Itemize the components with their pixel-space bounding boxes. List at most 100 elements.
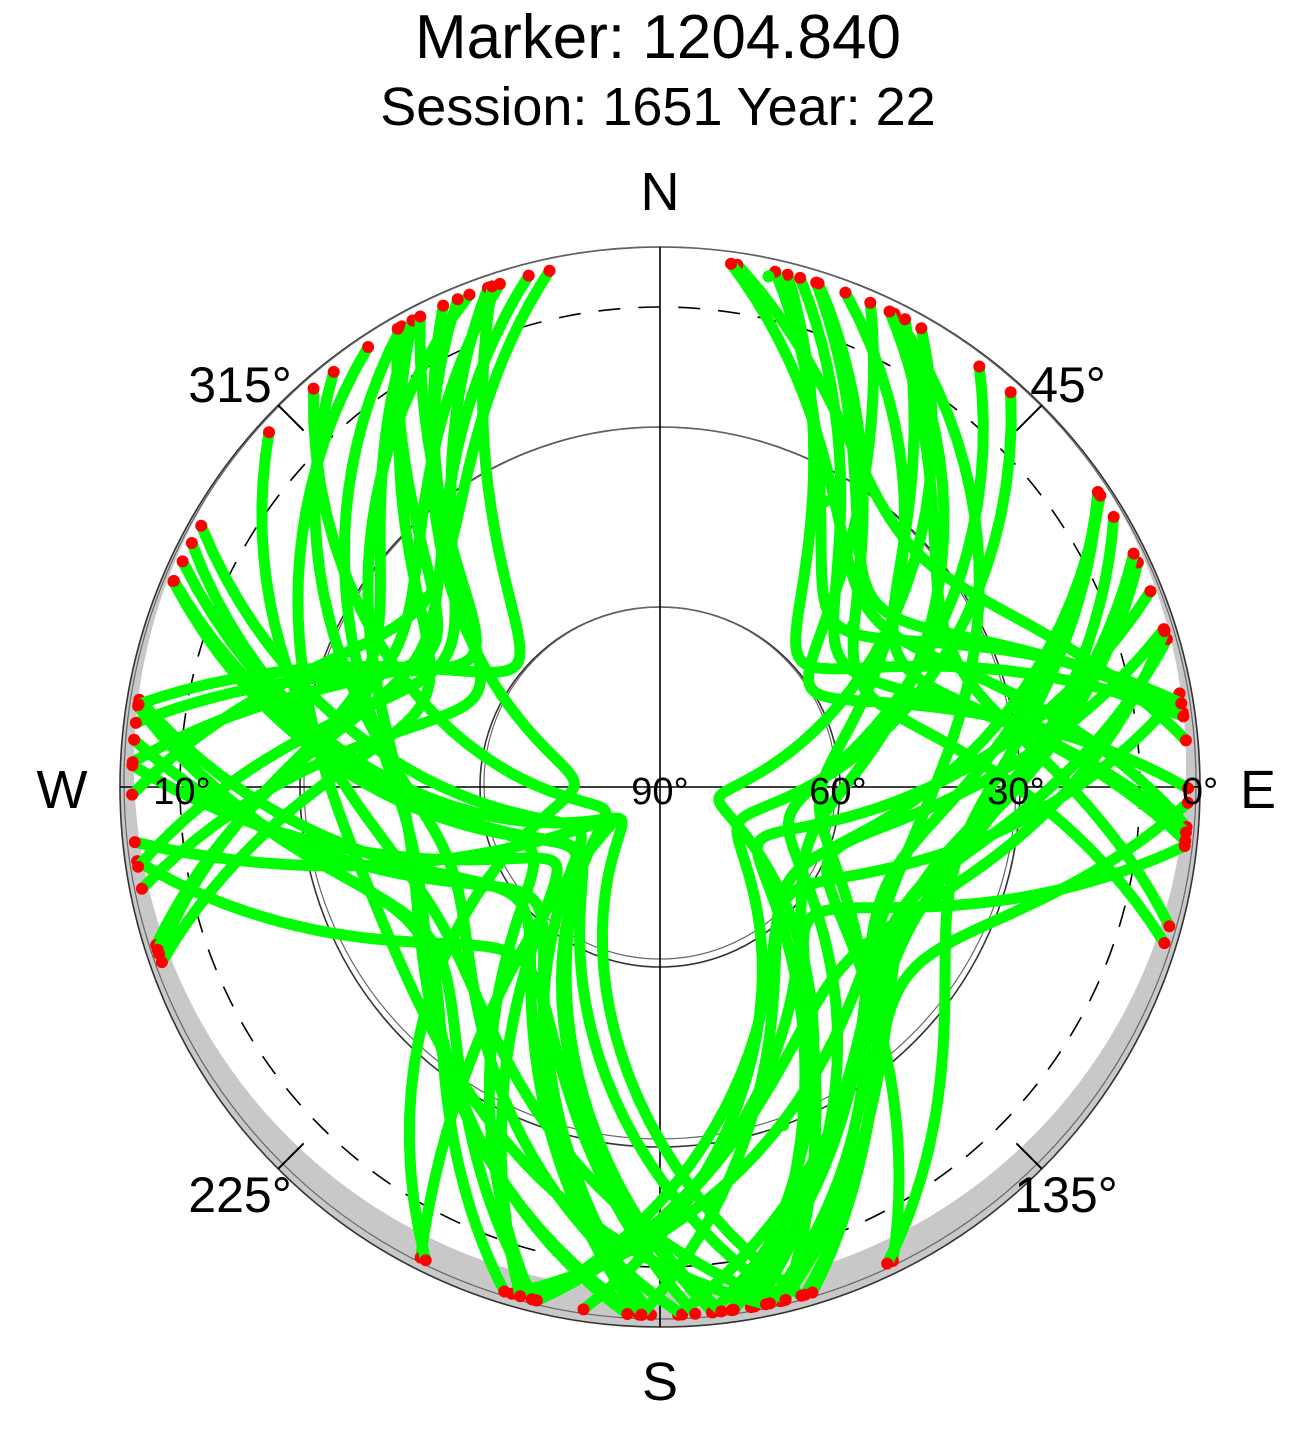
low-elevation-point (794, 271, 807, 284)
satellite-track (813, 277, 1170, 949)
low-elevation-point (486, 280, 499, 293)
elevation-label-90: 90° (631, 771, 688, 813)
satellite-track (794, 272, 1192, 838)
low-elevation-point (715, 1305, 728, 1318)
azimuth-tick-315 (277, 404, 305, 432)
low-elevation-point (839, 286, 852, 299)
low-elevation-point (973, 360, 986, 373)
satellite-track (127, 323, 444, 768)
azimuth-tick-225 (277, 1142, 305, 1170)
chart-title: Marker: 1204.840 (415, 3, 901, 72)
low-elevation-point (1158, 625, 1171, 638)
low-elevation-point (725, 257, 737, 270)
low-elevation-point (414, 310, 427, 323)
low-elevation-point (781, 268, 794, 281)
satellite-track (728, 486, 1104, 1316)
low-elevation-point (530, 1294, 543, 1307)
satellite-track (292, 341, 772, 1310)
low-elevation-point (362, 341, 375, 353)
low-elevation-point (727, 1303, 740, 1316)
low-elevation-point (176, 555, 189, 568)
low-elevation-point (689, 1307, 702, 1320)
satellite-track (156, 315, 436, 968)
satellite-track (884, 306, 1175, 932)
satellite-track (131, 855, 701, 1320)
satellite-tracks (126, 257, 1194, 1321)
low-elevation-point (419, 1254, 432, 1267)
low-elevation-point (167, 574, 180, 587)
low-elevation-point (621, 1308, 634, 1320)
satellite-track (195, 520, 648, 1321)
observation-point (819, 495, 831, 508)
low-elevation-point (126, 756, 139, 769)
satellite-track (806, 797, 1194, 1298)
low-elevation-point (577, 1303, 590, 1316)
low-elevation-point (1127, 547, 1140, 560)
observation-point (872, 907, 885, 919)
elevation-label-60: 60° (809, 771, 866, 813)
observation-point (777, 1119, 790, 1132)
low-elevation-point (391, 322, 404, 335)
observation-point (762, 270, 775, 283)
satellite-track (731, 259, 1192, 746)
azimuth-label-45: 45° (1030, 357, 1106, 413)
low-elevation-point (132, 860, 145, 873)
low-elevation-point (126, 788, 139, 801)
low-elevation-point (1177, 710, 1190, 723)
compass-south: S (642, 1352, 678, 1412)
compass-west: W (37, 760, 88, 820)
low-elevation-point (263, 426, 275, 439)
azimuth-label-225: 225° (188, 1167, 291, 1223)
compass-east: E (1240, 760, 1276, 820)
low-elevation-point (463, 288, 476, 301)
azimuth-tick-45 (1015, 404, 1043, 432)
low-elevation-point (129, 716, 142, 729)
low-elevation-point (437, 299, 450, 312)
observation-point (860, 744, 873, 757)
low-elevation-point (864, 296, 877, 309)
low-elevation-point (1181, 796, 1194, 809)
low-elevation-point (451, 293, 464, 306)
low-elevation-point (1180, 826, 1192, 839)
low-elevation-point (195, 519, 208, 532)
observation-point (801, 375, 814, 388)
low-elevation-point (1179, 734, 1192, 747)
low-elevation-point (812, 277, 825, 290)
satellite-track (506, 308, 985, 1300)
low-elevation-point (132, 698, 145, 711)
low-elevation-point (498, 1285, 511, 1298)
low-elevation-point (1107, 510, 1120, 523)
elevation-label-0: 0° (1182, 771, 1218, 813)
low-elevation-point (128, 733, 141, 746)
low-elevation-point (635, 1308, 648, 1321)
low-elevation-point (185, 537, 198, 549)
azimuth-tick-135 (1015, 1142, 1043, 1170)
satellite-track (168, 575, 540, 1305)
azimuth-label-315: 315° (188, 357, 291, 413)
satellite-track (130, 311, 482, 729)
chart-subtitle: Session: 1651 Year: 22 (380, 77, 936, 137)
low-elevation-point (128, 836, 141, 849)
elevation-label-10-west: 10° (153, 771, 210, 813)
low-elevation-point (676, 1308, 689, 1321)
low-elevation-point (1158, 937, 1171, 950)
low-elevation-point (151, 943, 164, 956)
low-elevation-point (1182, 782, 1194, 795)
satellite-track (133, 280, 526, 710)
azimuth-label-135: 135° (1014, 1167, 1117, 1223)
low-elevation-point (307, 382, 320, 395)
labels: N S E W 315° 45° 225° 135° 90° 60° 30° 0… (37, 162, 1277, 1412)
low-elevation-point (522, 269, 535, 282)
satellite-track (128, 734, 657, 1321)
low-elevation-point (899, 313, 911, 326)
low-elevation-point (806, 1286, 819, 1299)
satellite-track (126, 759, 563, 1302)
low-elevation-point (1004, 386, 1017, 399)
low-elevation-point (135, 882, 148, 895)
low-elevation-point (1144, 585, 1157, 598)
satellite-track (132, 282, 494, 873)
low-elevation-point (1175, 697, 1188, 710)
low-elevation-point (1163, 920, 1176, 933)
low-elevation-point (779, 1293, 792, 1306)
low-elevation-point (514, 1290, 527, 1303)
